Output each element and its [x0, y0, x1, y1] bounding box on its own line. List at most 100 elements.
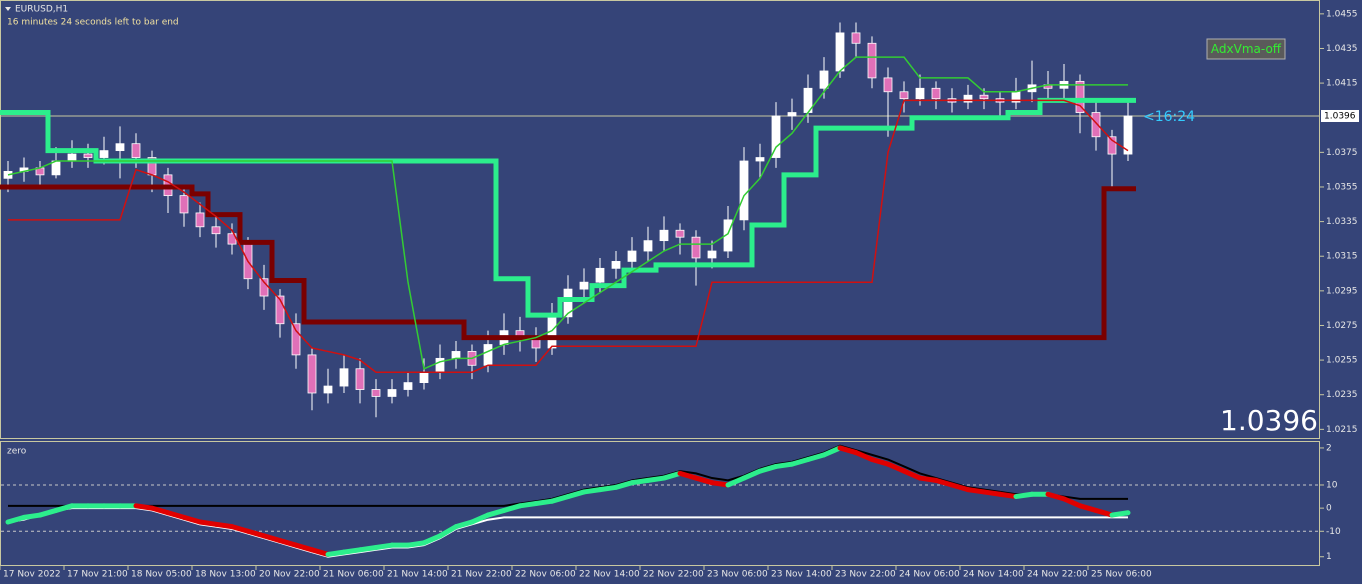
- marks: 1.0455 1.0435 1.0415 1.0375 1.0355 1.0335 1.03…: [0, 9, 1359, 580]
- oscillator-segment: [53, 503, 75, 513]
- candle-body: [867, 42, 877, 79]
- oscillator-segment: [885, 461, 907, 474]
- x-tick-label: 18 Nov 05:00: [131, 570, 192, 580]
- oscillator-segment: [261, 533, 283, 544]
- candle-body: [115, 143, 125, 152]
- x-tick-label: 21 Nov 06:00: [323, 570, 384, 580]
- x-tick-label: 23 Nov 22:00: [835, 570, 896, 580]
- oscillator-segment: [869, 457, 891, 467]
- oscillator-segment: [277, 538, 299, 548]
- candle-body: [387, 389, 397, 397]
- candle-body: [1107, 136, 1117, 155]
- oscillator-segment: [789, 457, 811, 467]
- candle-body: [403, 382, 413, 390]
- oscillator-segment: [373, 542, 395, 550]
- oscillator-segment: [213, 521, 235, 530]
- oscillator-segment: [421, 533, 443, 546]
- y-tick-label: 1.0255: [1326, 356, 1358, 366]
- candle-body: [771, 115, 781, 158]
- candle-body: [179, 195, 189, 214]
- stepped-line: [0, 184, 1136, 341]
- x-tick-label: 24 Nov 14:00: [963, 570, 1024, 580]
- candle-body: [691, 236, 701, 259]
- oscillator-segment: [501, 503, 523, 513]
- candle-body: [931, 87, 941, 100]
- thin-line: [8, 99, 1129, 373]
- candle-body: [1075, 80, 1085, 113]
- adxvma-button[interactable]: [1206, 38, 1286, 60]
- x-tick-label: 22 Nov 14:00: [579, 570, 640, 580]
- oscillator-segment: [645, 475, 667, 483]
- candle-body: [979, 94, 989, 100]
- candle-body: [451, 351, 461, 359]
- y-tick-label: 1.0375: [1326, 148, 1358, 158]
- candle-body: [883, 77, 893, 93]
- sub-y-tick-label: -10: [1326, 527, 1341, 537]
- thin-line: [7, 56, 1128, 370]
- oscillator-segment: [309, 547, 331, 557]
- oscillator-segment: [981, 489, 1003, 497]
- y-tick-label: 1.0275: [1326, 321, 1358, 331]
- x-tick-label: 24 Nov 06:00: [899, 570, 960, 580]
- oscillator-segment: [1061, 496, 1083, 509]
- candle-body: [83, 153, 93, 158]
- x-tick-label: 20 Nov 22:00: [259, 570, 320, 580]
- candle-body: [371, 389, 381, 397]
- oscillator-segment: [245, 528, 267, 539]
- oscillator-segment: [853, 450, 875, 463]
- oscillator-segment: [837, 445, 859, 456]
- oscillator-segment: [453, 519, 475, 530]
- candle-body: [787, 112, 797, 117]
- candle-body: [435, 357, 445, 373]
- symbol-arrow: [5, 7, 11, 11]
- oscillator-segment: [1045, 491, 1067, 502]
- oscillator-segment: [293, 542, 315, 553]
- timer-label: <16:24: [1143, 109, 1195, 125]
- candle-body: [339, 368, 349, 387]
- candle-body: [1091, 112, 1101, 138]
- oscillator-segment: [901, 468, 923, 481]
- oscillator-segment: [949, 482, 971, 493]
- adxvma-button-label[interactable]: AdxVma-off: [1211, 42, 1282, 56]
- oscillator-segment: [1109, 510, 1131, 518]
- oscillator-segment: [821, 445, 843, 458]
- candle-body: [643, 240, 653, 252]
- oscillator-segment: [533, 498, 555, 506]
- x-tick-label: 24 Nov 22:00: [1027, 570, 1088, 580]
- x-tick-label: 25 Nov 06:00: [1091, 570, 1152, 580]
- oscillator-segment: [917, 475, 939, 483]
- oscillator-segment: [597, 484, 619, 493]
- candle-body: [355, 368, 365, 390]
- oscillator-segment: [997, 491, 1019, 500]
- candle-body: [707, 250, 717, 259]
- oscillator-segment: [229, 524, 251, 534]
- oscillator-segment: [773, 461, 795, 469]
- price-tag-label: 1.0396: [1324, 111, 1356, 121]
- oscillator-segment: [325, 549, 347, 557]
- big-price: 1.0396: [1220, 404, 1318, 437]
- candle-body: [755, 157, 765, 162]
- oscillator-segment: [5, 514, 27, 525]
- candle-body: [611, 261, 621, 269]
- candle-body: [963, 94, 973, 103]
- candle-body: [835, 32, 845, 72]
- oscillator-segment: [549, 494, 571, 504]
- x-tick-label: 22 Nov 22:00: [643, 570, 704, 580]
- candle-body: [579, 281, 589, 290]
- x-tick-label: 17 Nov 21:00: [67, 570, 128, 580]
- price-tag: [1321, 109, 1359, 122]
- oscillator-segment: [357, 544, 379, 553]
- oscillator-segment: [629, 477, 651, 486]
- oscillator-segment: [581, 487, 603, 495]
- candle-body: [675, 229, 685, 238]
- y-tick-label: 1.0335: [1326, 217, 1358, 227]
- oscillator-segment: [965, 487, 987, 495]
- y-tick-label: 1.0235: [1326, 390, 1358, 400]
- candle-body: [195, 212, 205, 228]
- main-panel: [0, 0, 1320, 439]
- oscillator-segment: [677, 470, 699, 481]
- y-tick-label: 1.0215: [1326, 425, 1358, 435]
- candle-body: [851, 32, 861, 44]
